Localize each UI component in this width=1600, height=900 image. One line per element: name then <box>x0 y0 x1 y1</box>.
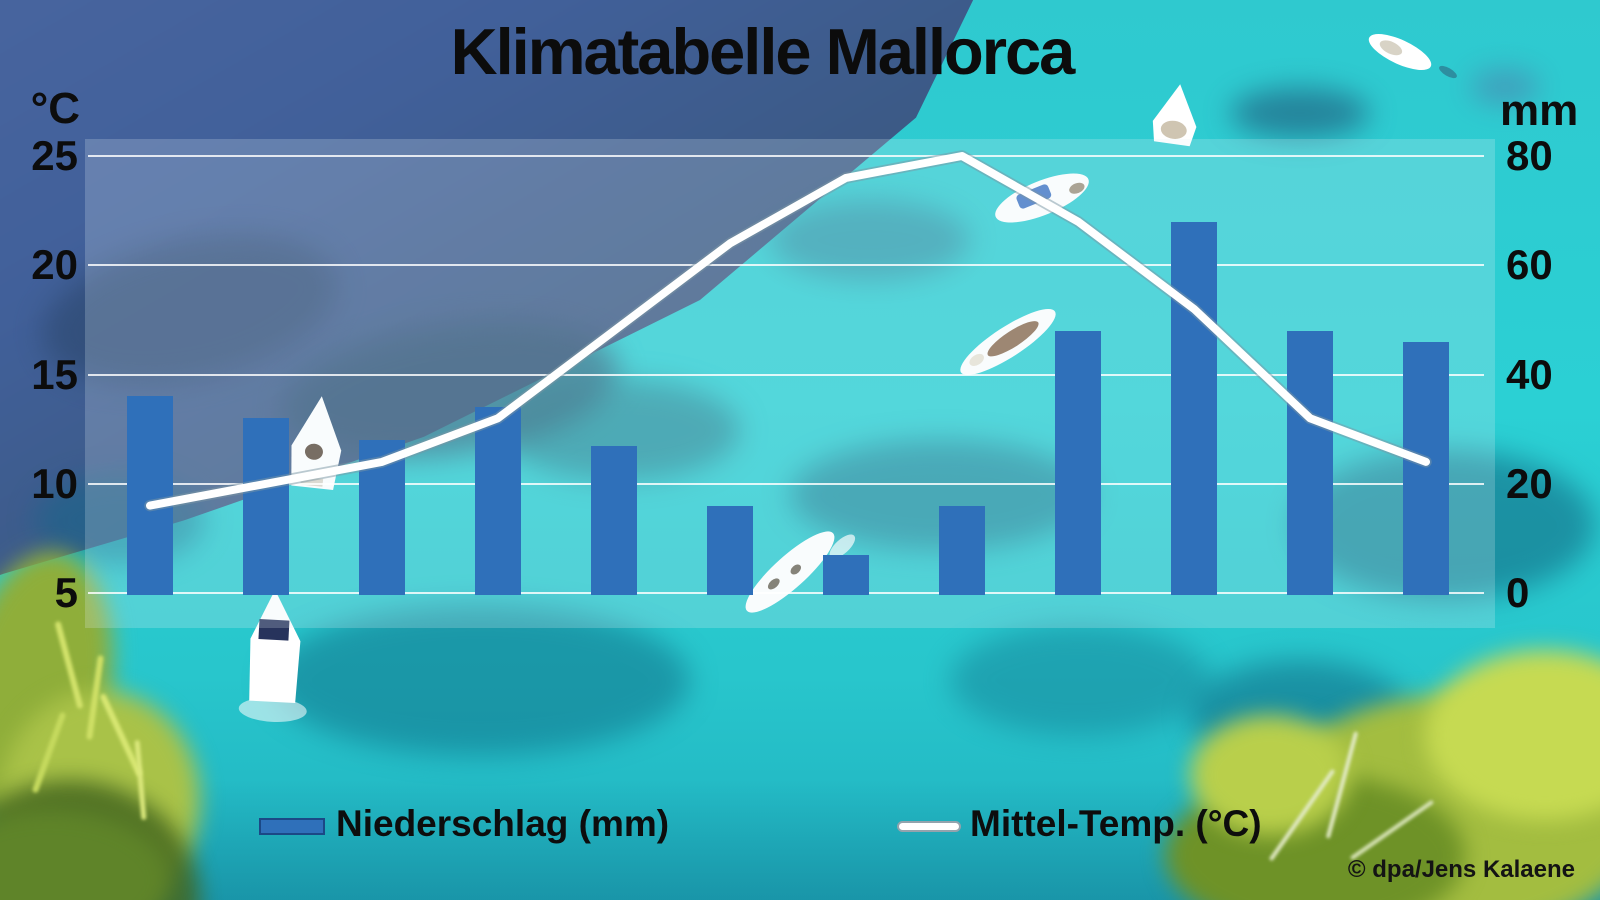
boat-icon <box>238 589 307 722</box>
left-axis-unit: °C <box>30 84 80 133</box>
bar-juni <box>707 505 753 595</box>
right-tick-label: 80 <box>1506 132 1553 179</box>
right-tick-label: 0 <box>1506 569 1530 616</box>
reef-patch <box>1230 88 1370 138</box>
reef-patch <box>270 605 690 755</box>
bar-oktober <box>1171 221 1217 595</box>
reef-patch <box>35 475 205 565</box>
foliage-bottom-left <box>0 539 320 900</box>
kayak-icon <box>1439 65 1457 79</box>
precipitation-legend-label: Niederschlag (mm) <box>336 803 670 844</box>
left-tick-label: 15 <box>31 350 78 398</box>
precipitation-legend-swatch <box>259 818 325 835</box>
reef-patch <box>770 200 970 280</box>
left-tick-label: 5 <box>54 569 78 616</box>
bar-februar <box>243 418 289 595</box>
photo-credit: © dpa/Jens Kalaene <box>1347 856 1575 883</box>
left-tick-label: 20 <box>31 241 78 289</box>
temperature-legend-swatch <box>897 821 961 832</box>
right-tick-label: 40 <box>1506 350 1553 398</box>
boat-icon <box>1368 33 1432 71</box>
foliage-bottom-right <box>1150 620 1600 900</box>
bar-april <box>475 407 521 595</box>
gridline <box>88 264 1484 267</box>
right-axis-unit: mm <box>1500 86 1579 135</box>
boat-icon <box>1152 84 1197 147</box>
reef-patch <box>1470 70 1540 104</box>
gridline <box>88 482 1484 485</box>
gridline <box>88 592 1484 594</box>
sailboat-icon <box>960 309 1056 375</box>
bar-september <box>1055 330 1101 595</box>
chart-title: Klimatabelle Mallorca <box>450 15 1076 88</box>
chart-plot-area <box>85 139 1495 628</box>
temperature-legend-label: Mittel-Temp. (°C) <box>970 803 1262 844</box>
reef-patch <box>950 625 1210 735</box>
right-tick-label: 60 <box>1506 241 1553 289</box>
bar-mai <box>591 445 637 595</box>
bar-juli <box>823 554 869 595</box>
gridline <box>88 155 1484 157</box>
gridline <box>88 373 1484 376</box>
bar-november <box>1287 330 1333 595</box>
left-tick-label: 10 <box>31 459 78 507</box>
right-tick-label: 20 <box>1506 459 1553 507</box>
bar-august <box>939 505 985 595</box>
bar-januar <box>127 396 173 595</box>
bar-dezember <box>1403 341 1449 595</box>
left-tick-label: 25 <box>31 132 78 179</box>
